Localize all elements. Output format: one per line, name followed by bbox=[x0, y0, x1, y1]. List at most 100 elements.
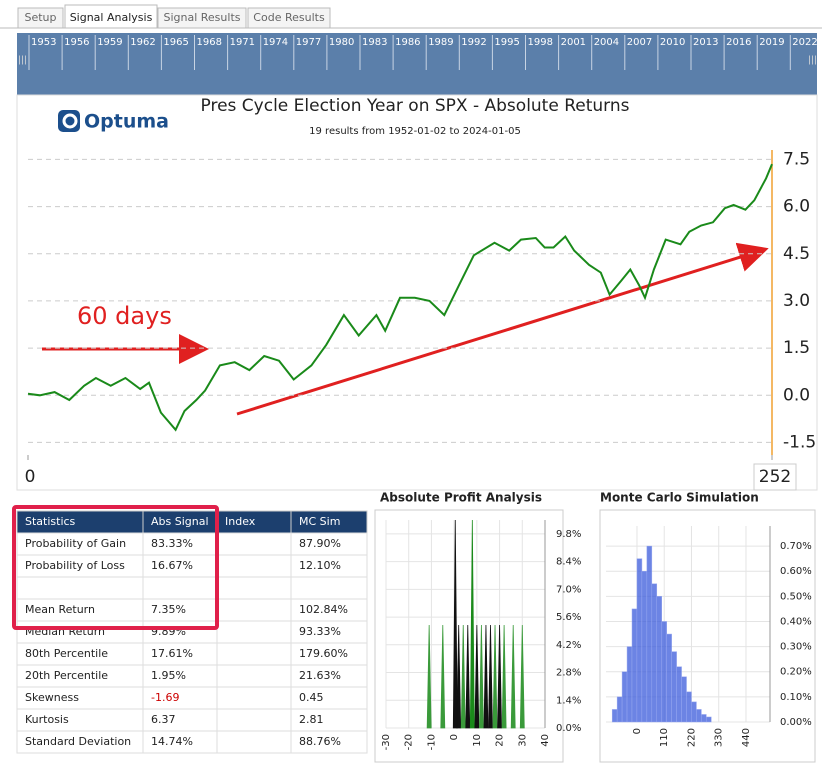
table-cell bbox=[216, 730, 292, 754]
year-label: 1971 bbox=[230, 37, 255, 48]
y-tick-label: 0.0 bbox=[783, 385, 810, 405]
bar bbox=[452, 519, 458, 729]
table-cell bbox=[216, 576, 292, 600]
table-text: 6.37 bbox=[151, 713, 176, 726]
table-text: 20th Percentile bbox=[25, 669, 108, 682]
year-label: 1962 bbox=[130, 37, 155, 48]
year-label: 1989 bbox=[428, 37, 453, 48]
annotation: 60 days bbox=[77, 302, 172, 330]
histogram-bar bbox=[701, 714, 707, 723]
table-cell bbox=[290, 576, 368, 600]
year-label: 1986 bbox=[395, 37, 420, 48]
chart-box bbox=[374, 509, 564, 763]
year-label: 2016 bbox=[726, 37, 751, 48]
table-text: 17.61% bbox=[151, 647, 193, 660]
y-tick-label: 0.50% bbox=[780, 591, 812, 602]
handle[interactable]: ||| bbox=[18, 56, 27, 66]
chart-panel bbox=[16, 94, 818, 491]
header-text: Statistics bbox=[25, 515, 76, 528]
handle[interactable]: ||| bbox=[808, 56, 817, 66]
bar bbox=[492, 624, 498, 729]
bar bbox=[465, 624, 471, 729]
x-tick-label: 252 bbox=[759, 467, 791, 487]
y-tick-label: 1.5 bbox=[783, 338, 810, 358]
tab[interactable] bbox=[157, 7, 247, 29]
table-text: 12.10% bbox=[299, 559, 341, 572]
y-tick-label: 1.4% bbox=[556, 695, 581, 706]
table-cell bbox=[216, 532, 292, 556]
table-text: 16.67% bbox=[151, 559, 193, 572]
tab[interactable] bbox=[64, 4, 158, 29]
table-text: 7.35% bbox=[151, 603, 186, 616]
tab[interactable] bbox=[247, 7, 331, 29]
bar bbox=[474, 624, 480, 729]
year-label: 2022 bbox=[792, 37, 817, 48]
table-cell bbox=[216, 664, 292, 688]
y-tick-label: 7.5 bbox=[783, 149, 810, 169]
year-label: 1995 bbox=[494, 37, 519, 48]
x-tick-label: 0 bbox=[632, 728, 643, 734]
y-tick-label: 9.8% bbox=[556, 529, 581, 540]
chart-subtitle: 19 results from 1952-01-02 to 2024-01-05 bbox=[309, 126, 521, 137]
tab-label[interactable]: Setup bbox=[24, 11, 56, 24]
table-text: 179.60% bbox=[299, 647, 348, 660]
table-text: Probability of Gain bbox=[25, 537, 126, 550]
histogram-bar bbox=[681, 676, 687, 723]
table-text: 2.81 bbox=[299, 713, 324, 726]
x-tick-label: 30 bbox=[517, 734, 528, 747]
x-tick-label: -20 bbox=[404, 734, 415, 750]
y-tick-label: 0.10% bbox=[780, 692, 812, 703]
y-tick-label: 0.00% bbox=[780, 717, 812, 728]
tab-label[interactable]: Signal Analysis bbox=[70, 11, 153, 24]
table-text: 88.76% bbox=[299, 735, 341, 748]
table-text: Mean Return bbox=[25, 603, 95, 616]
x-tick-label: -10 bbox=[426, 734, 437, 750]
y-tick-label: 6.0 bbox=[783, 197, 810, 217]
highlight-box bbox=[12, 505, 219, 630]
histogram-bar bbox=[706, 716, 712, 723]
table-text: 1.95% bbox=[151, 669, 186, 682]
table-text: 14.74% bbox=[151, 735, 193, 748]
x-tick-label: 440 bbox=[741, 728, 752, 747]
table-text: 0.45 bbox=[299, 691, 324, 704]
y-tick-label: 4.2% bbox=[556, 640, 581, 651]
histogram-bar bbox=[661, 621, 667, 723]
histogram-bar bbox=[631, 608, 638, 723]
tab-label[interactable]: Code Results bbox=[253, 11, 325, 24]
year-label: 1956 bbox=[64, 37, 89, 48]
bar bbox=[440, 624, 446, 729]
tab[interactable] bbox=[17, 7, 64, 29]
table-cell bbox=[216, 554, 292, 578]
chart-title: Pres Cycle Election Year on SPX - Absolu… bbox=[201, 96, 630, 116]
year-label: 1965 bbox=[163, 37, 188, 48]
year-label: 2007 bbox=[627, 37, 652, 48]
histogram-bar bbox=[676, 666, 682, 723]
table-text: 93.33% bbox=[299, 625, 341, 638]
y-tick-label: 5.6% bbox=[556, 612, 581, 623]
logo-mark bbox=[62, 113, 78, 129]
y-tick-label: 0.70% bbox=[780, 541, 812, 552]
table-text: 83.33% bbox=[151, 537, 193, 550]
histogram-bar bbox=[636, 558, 643, 723]
header-text: MC Sim bbox=[299, 515, 340, 528]
y-tick-label: 0.30% bbox=[780, 642, 812, 653]
x-tick-label: 20 bbox=[495, 734, 506, 747]
header-text: Index bbox=[225, 515, 256, 528]
timeline-strip[interactable] bbox=[17, 33, 817, 95]
x-tick-label: 0 bbox=[25, 467, 36, 487]
bar bbox=[478, 624, 484, 729]
bar bbox=[456, 624, 462, 729]
tab-label[interactable]: Signal Results bbox=[163, 11, 240, 24]
table-cell bbox=[16, 576, 144, 600]
histogram-bar bbox=[621, 671, 628, 723]
x-tick-label: 0 bbox=[449, 734, 460, 740]
histogram-bar bbox=[666, 633, 672, 723]
histogram-bar bbox=[656, 596, 662, 723]
year-label: 1998 bbox=[528, 37, 553, 48]
year-label: 2010 bbox=[660, 37, 685, 48]
table-text: -1.69 bbox=[151, 691, 179, 704]
x-tick-label: 220 bbox=[686, 728, 697, 747]
line-series bbox=[27, 163, 773, 432]
y-tick-label: 8.4% bbox=[556, 557, 581, 568]
